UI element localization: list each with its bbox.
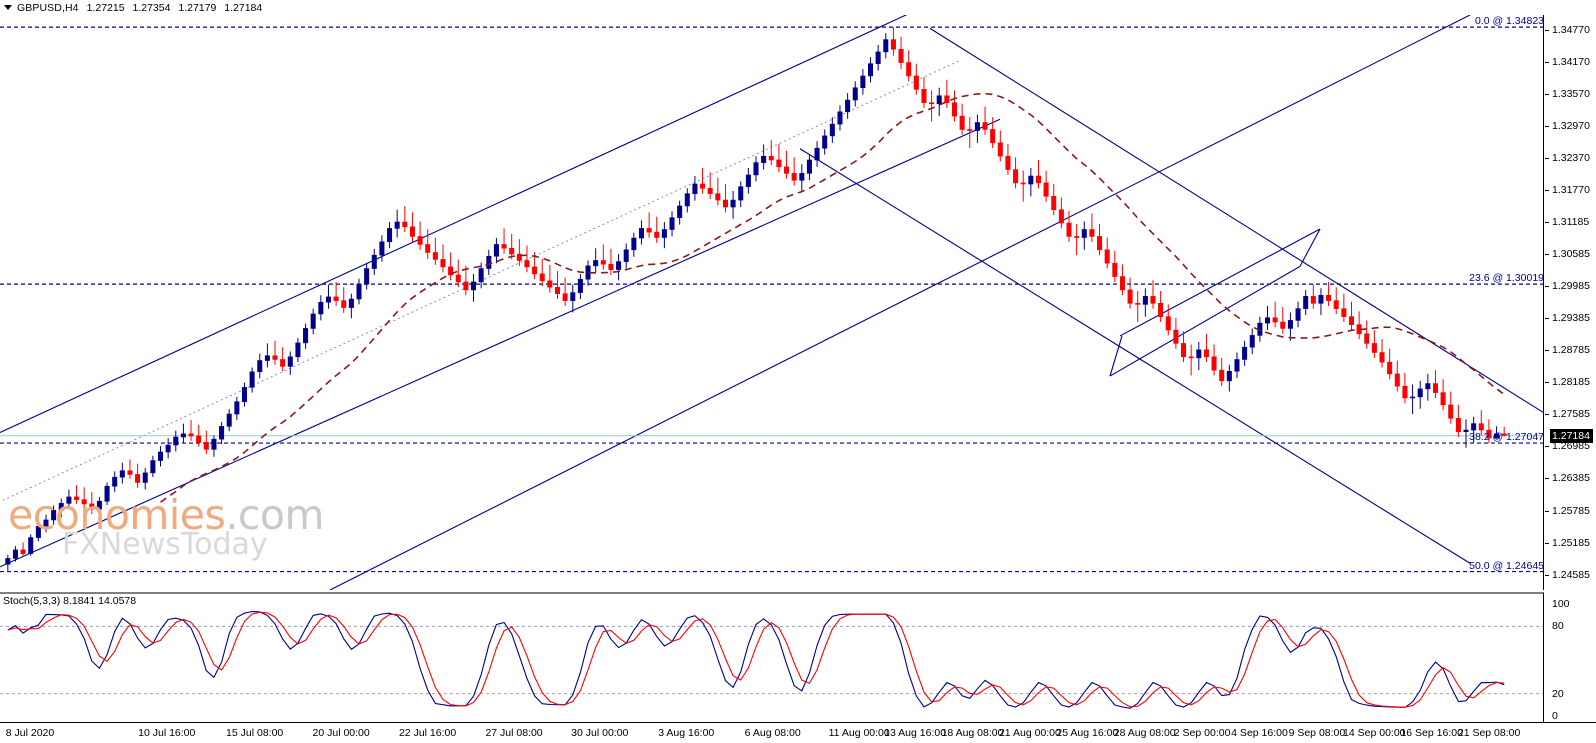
price-axis-label: 1.27585 xyxy=(1552,408,1590,421)
flag-left-edge xyxy=(1109,335,1123,377)
ohlc-values: 1.27215 1.27354 1.27179 1.27184 xyxy=(87,2,268,14)
date-axis-label: 8 Jul 2020 xyxy=(5,727,55,739)
date-axis-label: 6 Aug 08:00 xyxy=(744,727,801,739)
date-axis-label: 15 Jul 08:00 xyxy=(226,727,284,739)
price-axis-label: 1.26385 xyxy=(1552,472,1590,485)
stochastic-label: Stoch(5,3,3) 8.1841 14.0578 xyxy=(3,595,137,607)
price-axis-label: 1.31185 xyxy=(1552,215,1590,228)
date-axis-label: 20 Jul 00:00 xyxy=(312,727,370,739)
symbol-label: GBPUSD,H4 xyxy=(17,1,79,14)
price-axis-tick xyxy=(1545,318,1549,319)
price-axis-tick xyxy=(1545,190,1549,192)
candle-series xyxy=(5,27,1507,571)
price-axis-label: 1.28785 xyxy=(1552,344,1590,357)
price-axis[interactable]: 1.34770 1.34170 1.33570 1.32970 1.32370 1.317… xyxy=(1545,15,1596,590)
date-axis-label: 28 Aug 08:00 xyxy=(1113,727,1176,739)
price-axis-label: 1.31770 xyxy=(1552,184,1590,197)
chart-header: GBPUSD,H4 1.27215 1.27354 1.27179 1.2718… xyxy=(0,0,1596,15)
price-axis-tick xyxy=(1545,414,1549,416)
price-axis-label: 1.25785 xyxy=(1552,504,1590,517)
price-chart-canvas xyxy=(0,15,1543,590)
date-axis-label: 25 Aug 16:00 xyxy=(1056,727,1119,739)
price-axis-label: 1.24585 xyxy=(1552,568,1590,581)
price-axis-tick xyxy=(1545,94,1549,96)
price-axis-label: 1.29385 xyxy=(1552,312,1590,324)
price-axis-label: 1.26985 xyxy=(1552,440,1590,453)
price-axis-tick xyxy=(1545,126,1549,128)
price-axis-tick xyxy=(1545,253,1549,255)
date-axis-label: 4 Sep 16:00 xyxy=(1231,727,1288,739)
date-axis-label: 16 Sep 16:00 xyxy=(1400,727,1463,739)
descending-channel-upper xyxy=(799,148,1471,564)
date-axis-label: 10 Jul 16:00 xyxy=(138,727,196,739)
price-axis-tick xyxy=(1545,285,1549,287)
fib-label-38-2: 38.2 @ 1.27047 xyxy=(1469,431,1544,444)
flag-right-edge xyxy=(1299,228,1321,267)
price-axis-label: 1.25185 xyxy=(1552,536,1590,549)
triangle-down-icon[interactable] xyxy=(4,5,12,10)
date-axis-label: 11 Aug 00:00 xyxy=(828,727,890,739)
current-price-tag: 1.27184 xyxy=(1550,428,1593,443)
stochastic-canvas xyxy=(0,610,1543,709)
date-axis-label: 2 Sep 00:00 xyxy=(1173,727,1231,739)
price-axis-tick xyxy=(1545,158,1549,160)
date-axis-label: 9 Sep 08:00 xyxy=(1288,727,1346,739)
fib-label-0-0: 0.0 @ 1.34823 xyxy=(1474,15,1544,28)
date-axis-label: 21 Sep 08:00 xyxy=(1457,727,1521,739)
price-axis-tick xyxy=(1545,574,1549,576)
stochastic-axis: 100 80 20 0 xyxy=(1545,592,1596,722)
price-axis-label: 1.33570 xyxy=(1552,88,1590,101)
price-axis-label: 1.28185 xyxy=(1552,376,1590,389)
date-axis-label: 21 Aug 00:00 xyxy=(998,727,1061,739)
price-axis-tick xyxy=(1545,510,1549,512)
ascending-support-extension xyxy=(329,15,1471,590)
date-axis[interactable]: 8 Jul 2020 10 Jul 16:00 15 Jul 08:00 20 Jul… xyxy=(0,722,1596,743)
date-axis-label: 3 Aug 16:00 xyxy=(658,727,715,739)
stoch-axis-label: 0 xyxy=(1552,710,1558,722)
price-axis-tick xyxy=(1545,221,1549,223)
fib-label-50-0: 50.0 @ 1.24645 xyxy=(1469,559,1544,572)
stoch-d-line xyxy=(7,611,1505,708)
date-axis-label: 13 Aug 16:00 xyxy=(884,727,947,739)
date-axis-label: 14 Sep 00:00 xyxy=(1343,727,1406,739)
flag-lower-boundary xyxy=(1109,265,1301,377)
date-axis-label: 22 Jul 16:00 xyxy=(398,727,457,739)
price-axis-tick xyxy=(1545,350,1549,352)
close-value: 1.27184 xyxy=(224,1,263,14)
open-value: 1.27215 xyxy=(86,1,125,14)
ascending-channel-upper xyxy=(0,15,908,434)
price-axis-label: 1.32970 xyxy=(1552,120,1590,133)
date-axis-label: 30 Jul 00:00 xyxy=(571,727,629,739)
descending-channel-lower xyxy=(929,27,1543,413)
stochastic-pane[interactable] xyxy=(0,592,1544,722)
price-axis-tick xyxy=(1545,382,1549,384)
price-axis-tick xyxy=(1545,446,1549,448)
price-axis-tick xyxy=(1545,478,1549,480)
date-axis-label: 27 Jul 08:00 xyxy=(485,727,543,739)
price-axis-label: 1.30585 xyxy=(1552,247,1590,260)
price-axis-label: 1.29985 xyxy=(1552,279,1590,292)
price-chart-pane[interactable] xyxy=(0,15,1544,590)
price-axis-label: 1.34170 xyxy=(1552,56,1590,69)
stoch-k-line xyxy=(7,610,1505,709)
price-axis-label: 1.32370 xyxy=(1552,152,1590,165)
fib-label-23-6: 23.6 @ 1.30019 xyxy=(1469,272,1544,285)
flag-upper-boundary xyxy=(1119,228,1321,337)
price-axis-tick xyxy=(1545,29,1549,31)
high-value: 1.27354 xyxy=(132,1,171,14)
moving-average-line xyxy=(160,92,1505,503)
price-axis-tick xyxy=(1545,542,1549,544)
stoch-axis-label: 20 xyxy=(1552,687,1564,700)
price-axis-label: 1.34770 xyxy=(1552,23,1590,36)
stoch-axis-label: 100 xyxy=(1552,598,1570,610)
stoch-axis-label: 80 xyxy=(1552,620,1564,633)
date-axis-label: 18 Aug 08:00 xyxy=(941,727,1004,739)
low-value: 1.27179 xyxy=(178,1,217,14)
price-axis-tick xyxy=(1545,62,1549,64)
ascending-channel-lower xyxy=(0,118,1001,568)
